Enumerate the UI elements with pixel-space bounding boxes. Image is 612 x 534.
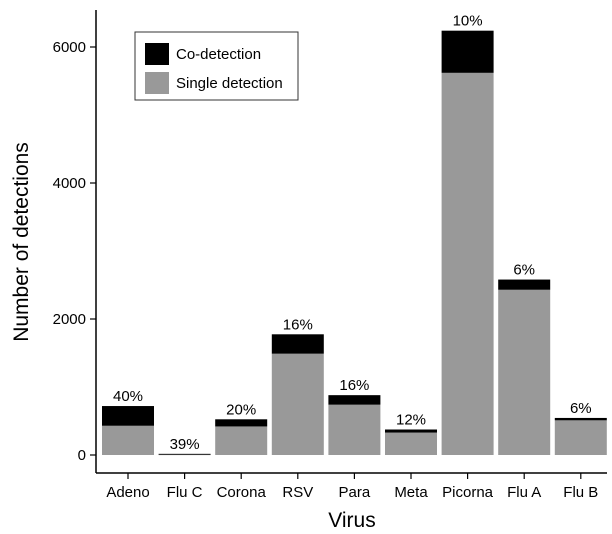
x-ticks-group: Adeno Flu C Corona RSV Para Meta Picorna Flu A F… <box>106 473 598 501</box>
y-tick-label-2000: 2000 <box>53 311 86 328</box>
legend-swatch-co-detection <box>145 43 169 65</box>
bar-meta-co-detection <box>385 429 437 433</box>
bar-corona-co-detection <box>215 419 268 427</box>
bar-meta-single-detection <box>385 432 437 455</box>
x-tick-label-flu-b: Flu B <box>563 484 598 501</box>
y-tick-label-0: 0 <box>78 447 86 464</box>
axes-group <box>95 10 607 474</box>
data-label-corona: 20% <box>226 401 256 418</box>
bar-flu-a-co-detection <box>498 279 551 290</box>
data-label-flu-a: 6% <box>513 262 535 279</box>
bar-picorna-co-detection <box>441 30 494 73</box>
data-labels-group: 40% 39% 20% 16% 16% 12% 10% 6% 6% <box>113 13 592 453</box>
x-tick-label-flu-a: Flu A <box>507 484 541 501</box>
x-tick-label-para: Para <box>339 484 371 501</box>
x-tick-label-picorna: Picorna <box>442 484 494 501</box>
bar-adeno-co-detection <box>102 406 154 426</box>
bars-group <box>102 30 607 456</box>
x-tick-label-flu-c: Flu C <box>167 484 203 501</box>
bar-flu-b-co-detection <box>554 417 607 421</box>
legend-label-co-detection: Co-detection <box>176 46 261 63</box>
x-tick-label-rsv: RSV <box>282 484 313 501</box>
bar-adeno-single-detection <box>102 425 154 455</box>
data-label-flu-b: 6% <box>570 400 592 417</box>
data-label-rsv: 16% <box>283 316 313 333</box>
data-label-para: 16% <box>339 377 369 394</box>
bar-flu-a-single-detection <box>498 289 551 455</box>
data-label-picorna: 10% <box>453 13 483 30</box>
bar-para-co-detection <box>328 395 381 405</box>
x-tick-label-adeno: Adeno <box>106 484 149 501</box>
x-tick-label-meta: Meta <box>394 484 428 501</box>
bar-flu-b-single-detection <box>554 420 607 455</box>
x-axis-title: Virus <box>328 509 375 532</box>
y-axis-title: Number of detections <box>10 142 33 342</box>
bar-rsv-co-detection <box>271 334 324 354</box>
data-label-flu-c: 39% <box>170 436 200 453</box>
legend-swatch-single-detection <box>145 72 169 94</box>
bar-picorna-single-detection <box>441 72 494 455</box>
bar-rsv-single-detection <box>271 353 324 455</box>
data-label-meta: 12% <box>396 412 426 429</box>
y-ticks-group: 0 2000 4000 6000 <box>53 39 96 464</box>
legend-label-single-detection: Single detection <box>176 75 283 92</box>
data-label-adeno: 40% <box>113 388 143 405</box>
y-tick-label-4000: 4000 <box>53 175 86 192</box>
bar-flu-c-co-detection <box>158 453 211 455</box>
x-tick-label-corona: Corona <box>217 484 267 501</box>
bar-flu-c-single-detection <box>158 454 211 456</box>
bar-corona-single-detection <box>215 426 268 455</box>
bar-para-single-detection <box>328 404 381 455</box>
y-tick-label-6000: 6000 <box>53 39 86 56</box>
legend: Co-detection Single detection <box>134 31 299 101</box>
